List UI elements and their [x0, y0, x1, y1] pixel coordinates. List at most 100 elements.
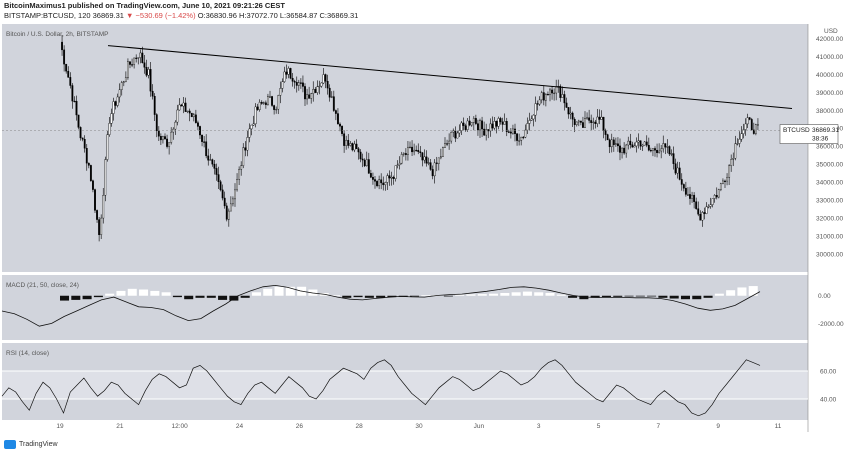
candle-body — [155, 114, 158, 131]
last-price: 36869.31 — [92, 11, 124, 20]
candle-body — [559, 85, 562, 98]
y-tick-label: 38000.00 — [816, 108, 843, 115]
candle-body — [380, 179, 383, 184]
x-tick-label: 3 — [537, 423, 541, 430]
candle-body — [551, 89, 553, 94]
publisher-line: BitcoinMaximus1 published on TradingView… — [4, 1, 285, 10]
candle-body — [588, 117, 591, 121]
candle-body — [116, 96, 119, 106]
candle-body — [143, 62, 146, 68]
candle-body — [503, 121, 506, 125]
candle-body — [654, 148, 656, 151]
candle-body — [279, 88, 282, 96]
y-tick-label: 39000.00 — [816, 90, 843, 97]
candle-body — [382, 182, 385, 186]
candle-body — [328, 87, 331, 98]
candle-body — [680, 179, 683, 185]
ohlc-open: O:36830.96 — [197, 11, 237, 20]
candle-body — [699, 213, 702, 221]
candle-body — [89, 165, 92, 181]
candle-body — [291, 77, 294, 82]
candle-body — [178, 104, 181, 111]
candle-body — [332, 96, 335, 111]
y-tick-label: 30000.00 — [816, 252, 843, 259]
macd-hist-bar — [613, 295, 623, 297]
candle-body — [77, 114, 80, 128]
candle-body — [466, 120, 469, 130]
macd-hist-bar — [93, 295, 103, 298]
candle-body — [129, 61, 131, 65]
candle-body — [542, 92, 545, 101]
candle-body — [256, 106, 259, 110]
candle-body — [487, 129, 490, 132]
candle-body — [205, 141, 208, 157]
candle-body — [396, 164, 399, 166]
candle-body — [295, 82, 298, 86]
candle-body — [299, 82, 302, 84]
candle-body — [637, 140, 640, 143]
candle-body — [190, 112, 193, 118]
candle-body — [610, 139, 613, 148]
candle-body — [322, 74, 325, 84]
candle-body — [549, 89, 551, 95]
candle-body — [343, 133, 346, 146]
macd-hist-bar — [522, 291, 532, 296]
candle-body — [302, 82, 304, 87]
candle-body — [314, 88, 317, 93]
candle-body — [168, 142, 171, 147]
rsi-tick-label: 40.00 — [820, 397, 837, 404]
macd-hist-bar — [184, 295, 194, 300]
macd-hist-bar — [466, 294, 476, 296]
candle-body — [754, 124, 757, 134]
macd-hist-bar — [330, 295, 340, 296]
candles — [61, 35, 759, 242]
candle-body — [347, 139, 350, 146]
candle-body — [497, 118, 500, 127]
candle-body — [493, 121, 496, 129]
candle-body — [483, 128, 486, 136]
candle-body — [234, 189, 236, 200]
candle-body — [94, 189, 96, 211]
candle-body — [419, 151, 422, 153]
price-label-value: 36869.31 — [812, 127, 839, 134]
macd-hist-bar — [353, 295, 363, 298]
candle-body — [127, 61, 129, 78]
candle-body — [236, 179, 238, 191]
macd-hist-bar — [263, 288, 273, 296]
x-tick-label: 24 — [236, 423, 244, 430]
candle-body — [345, 139, 348, 146]
candle-body — [69, 77, 72, 86]
pane-bg-1 — [2, 275, 808, 340]
candle-body — [534, 103, 537, 116]
macd-hist-bar — [511, 292, 521, 296]
candle-body — [330, 96, 333, 98]
candle-body — [491, 123, 494, 129]
macd-hist-bar — [714, 293, 724, 296]
y-tick-label: 40000.00 — [816, 72, 843, 79]
macd-hist-bar — [240, 295, 250, 298]
candle-body — [553, 92, 556, 95]
candle-body — [633, 145, 636, 148]
x-tick-label: 19 — [56, 423, 64, 430]
candle-body — [666, 146, 669, 148]
candle-body — [124, 77, 127, 82]
candle-body — [407, 146, 409, 155]
candle-body — [415, 149, 418, 152]
candle-body — [693, 194, 696, 202]
candle-body — [188, 110, 191, 114]
macd-hist-bar — [274, 286, 284, 296]
candle-body — [100, 217, 103, 236]
macd-hist-bar — [726, 290, 736, 296]
macd-hist-bar — [669, 295, 679, 299]
candle-body — [386, 175, 389, 183]
candle-body — [260, 101, 263, 104]
candle-body — [664, 143, 667, 148]
candle-body — [427, 162, 430, 164]
candle-body — [79, 127, 82, 139]
x-tick-label: 9 — [716, 423, 720, 430]
macd-hist-bar — [545, 292, 555, 296]
candle-body — [598, 116, 601, 120]
candle-body — [145, 67, 148, 76]
macd-hist-bar — [342, 295, 352, 298]
